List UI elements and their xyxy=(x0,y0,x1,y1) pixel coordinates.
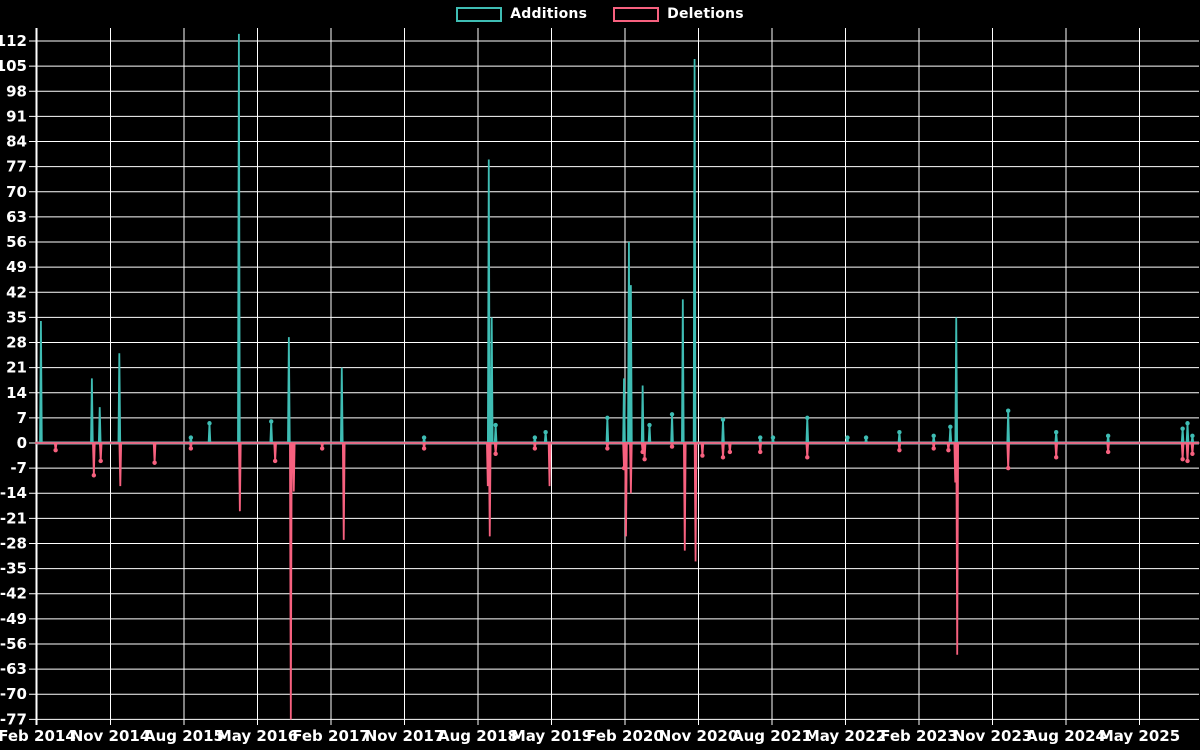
svg-text:Aug 2024: Aug 2024 xyxy=(1026,727,1106,745)
svg-text:-7: -7 xyxy=(10,459,27,477)
svg-text:56: 56 xyxy=(6,233,27,251)
svg-text:63: 63 xyxy=(6,208,27,226)
svg-text:Aug 2015: Aug 2015 xyxy=(144,727,224,745)
svg-text:112: 112 xyxy=(0,32,27,50)
svg-text:28: 28 xyxy=(6,334,27,352)
svg-text:35: 35 xyxy=(6,308,27,326)
svg-text:77: 77 xyxy=(6,158,27,176)
svg-text:-49: -49 xyxy=(0,610,27,628)
svg-text:May 2016: May 2016 xyxy=(217,727,298,745)
svg-text:-63: -63 xyxy=(0,660,27,678)
svg-text:Nov 2023: Nov 2023 xyxy=(953,727,1033,745)
svg-text:-35: -35 xyxy=(0,560,27,578)
svg-text:-42: -42 xyxy=(0,585,27,603)
chart-legend: Additions Deletions xyxy=(0,6,1200,22)
svg-text:-28: -28 xyxy=(0,534,27,552)
svg-text:42: 42 xyxy=(6,283,27,301)
svg-text:Feb 2023: Feb 2023 xyxy=(880,727,958,745)
svg-text:May 2022: May 2022 xyxy=(805,727,886,745)
legend-item-deletions[interactable]: Deletions xyxy=(613,6,744,22)
svg-text:Feb 2014: Feb 2014 xyxy=(0,727,76,745)
additions-swatch-icon xyxy=(456,6,503,22)
svg-text:98: 98 xyxy=(6,82,27,100)
svg-text:91: 91 xyxy=(6,107,27,125)
svg-text:-56: -56 xyxy=(0,635,27,653)
svg-text:-14: -14 xyxy=(0,484,27,502)
svg-text:21: 21 xyxy=(6,359,27,377)
svg-text:Feb 2017: Feb 2017 xyxy=(292,727,370,745)
svg-text:Nov 2017: Nov 2017 xyxy=(365,727,445,745)
svg-text:Feb 2020: Feb 2020 xyxy=(586,727,664,745)
svg-text:-21: -21 xyxy=(0,509,27,527)
svg-text:May 2025: May 2025 xyxy=(1099,727,1180,745)
svg-text:14: 14 xyxy=(6,384,27,402)
svg-text:49: 49 xyxy=(6,258,27,276)
svg-text:Aug 2021: Aug 2021 xyxy=(732,727,812,745)
svg-text:7: 7 xyxy=(17,409,27,427)
legend-label-deletions: Deletions xyxy=(667,6,744,22)
svg-text:84: 84 xyxy=(6,133,27,151)
svg-text:0: 0 xyxy=(17,434,27,452)
deletions-swatch-icon xyxy=(613,6,660,22)
svg-text:-70: -70 xyxy=(0,685,27,703)
svg-text:Aug 2018: Aug 2018 xyxy=(438,727,518,745)
svg-text:-77: -77 xyxy=(0,710,27,728)
svg-text:70: 70 xyxy=(6,183,27,201)
legend-label-additions: Additions xyxy=(510,6,588,22)
svg-text:Nov 2020: Nov 2020 xyxy=(659,727,739,745)
legend-item-additions[interactable]: Additions xyxy=(456,6,587,22)
svg-text:105: 105 xyxy=(0,57,27,75)
svg-text:Nov 2014: Nov 2014 xyxy=(71,727,151,745)
svg-text:May 2019: May 2019 xyxy=(511,727,592,745)
